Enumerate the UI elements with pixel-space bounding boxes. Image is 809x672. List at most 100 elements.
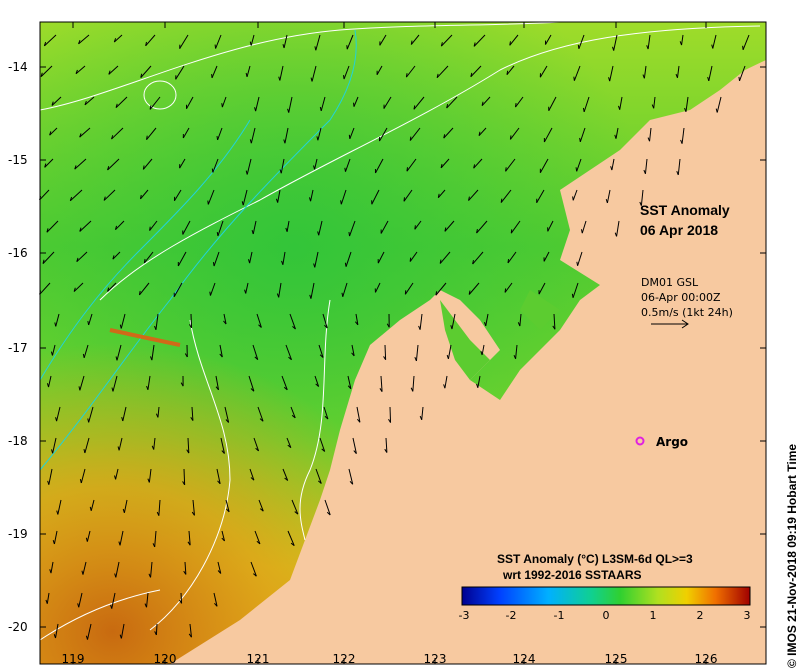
velocity-arrow [379, 34, 387, 46]
velocity-arrow [319, 437, 326, 452]
velocity-arrow [409, 251, 418, 262]
velocity-arrow-head [580, 229, 583, 234]
velocity-arrow [88, 406, 94, 423]
velocity-arrow [147, 375, 151, 390]
velocity-arrow-head [259, 418, 264, 422]
velocity-arrow [120, 313, 126, 329]
velocity-arrow-head [344, 167, 346, 172]
velocity-arrow-head [184, 353, 188, 358]
lat-label: -17 [8, 341, 28, 355]
velocity-arrow-head [509, 41, 511, 46]
velocity-arrow [419, 313, 423, 330]
velocity-arrow [436, 65, 449, 79]
lon-label: 123 [423, 652, 447, 666]
colorbar [461, 586, 751, 606]
velocity-arrow [242, 189, 248, 206]
velocity-arrow-head [576, 261, 579, 266]
velocity-arrow-head [209, 291, 211, 296]
velocity-arrow [579, 127, 586, 143]
velocity-arrow [145, 34, 156, 47]
velocity-arrow-head [614, 134, 617, 139]
velocity-arrow-head [138, 290, 141, 296]
velocity-arrow-head [278, 76, 281, 81]
velocity-arrow-head [76, 257, 79, 262]
velocity-arrow-head [283, 386, 288, 391]
velocity-arrow-head [254, 107, 257, 112]
velocity-arrow-head [294, 511, 299, 515]
velocity-arrow-head [317, 480, 322, 484]
velocity-arrow [375, 282, 381, 293]
velocity-arrow [406, 65, 416, 78]
velocity-arrow [278, 282, 282, 298]
velocity-arrow [39, 282, 51, 295]
velocity-arrow [207, 189, 215, 205]
velocity-arrow [280, 158, 285, 174]
velocity-arrow [440, 158, 450, 169]
velocity-arrow [351, 344, 355, 356]
velocity-arrow-head [115, 103, 118, 108]
velocity-arrow [515, 344, 518, 359]
velocity-arrow [349, 220, 356, 237]
velocity-arrow [56, 406, 61, 422]
velocity-arrow [79, 127, 91, 138]
velocity-arrow [184, 561, 187, 575]
velocity-arrow [120, 623, 125, 639]
velocity-arrow-head [74, 165, 77, 170]
velocity-arrow [616, 220, 620, 237]
lat-label: -19 [8, 527, 28, 541]
velocity-arrow-head [245, 72, 248, 78]
velocity-arrow [310, 189, 314, 202]
velocity-arrow-head [444, 227, 447, 232]
velocity-arrow [609, 65, 614, 82]
velocity-arrow-head [114, 225, 118, 230]
velocity-arrow-head [191, 511, 195, 516]
velocity-arrow [553, 313, 556, 330]
velocity-arrow [177, 251, 187, 267]
velocity-arrow-head [582, 107, 585, 112]
velocity-arrow [155, 313, 159, 330]
velocity-arrow [578, 34, 585, 50]
velocity-arrow [676, 65, 680, 78]
lon-label: 124 [512, 652, 536, 666]
velocity-arrow-head [214, 603, 218, 607]
velocity-arrow-head [283, 139, 286, 144]
argo-marker [635, 436, 645, 446]
velocity-arrow-head [282, 44, 285, 49]
velocity-arrow [139, 282, 150, 296]
velocity-arrow [348, 468, 354, 485]
velocity-arrow-head [79, 227, 82, 232]
velocity-arrow [581, 220, 587, 234]
velocity-arrow [573, 65, 581, 81]
velocity-arrow [209, 282, 216, 296]
velocity-arrow [282, 251, 286, 265]
velocity-arrow [78, 34, 90, 45]
velocity-arrow [649, 127, 652, 142]
velocity-arrow-head [480, 351, 483, 356]
velocity-arrow [356, 406, 361, 423]
current-contour [39, 29, 357, 471]
velocity-arrow-head [473, 42, 476, 47]
velocity-arrow-head [313, 165, 316, 170]
velocity-arrow [286, 220, 290, 232]
argo-label: Argo [656, 435, 689, 449]
velocity-arrow [51, 344, 56, 356]
velocity-arrow [318, 344, 324, 358]
velocity-arrow [644, 158, 648, 174]
velocity-arrow-head [675, 73, 678, 78]
velocity-arrow [547, 220, 554, 232]
sst-contour [149, 319, 231, 631]
velocity-arrow-head [114, 475, 117, 480]
velocity-arrow-head [484, 322, 487, 327]
velocity-arrow [515, 96, 524, 108]
velocity-arrow-head [707, 76, 710, 82]
velocity-arrow-head [715, 108, 718, 113]
sst-contour [299, 299, 331, 541]
velocity-arrow-head [111, 135, 114, 140]
velocity-arrow-head [103, 196, 106, 201]
velocity-arrow [414, 220, 422, 230]
velocity-arrow-head [292, 326, 296, 330]
velocity-arrow-head [579, 137, 581, 142]
velocity-arrow-head [155, 413, 159, 418]
sst-contour [39, 589, 161, 641]
velocity-arrow [284, 127, 289, 144]
